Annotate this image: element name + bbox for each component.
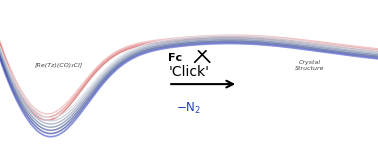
Text: Fc: Fc	[168, 53, 182, 63]
Text: Crystal
Structure: Crystal Structure	[295, 60, 325, 71]
Text: [Re(Tz)(CO)₃Cl]: [Re(Tz)(CO)₃Cl]	[34, 63, 83, 68]
Text: $-\mathrm{N_2}$: $-\mathrm{N_2}$	[176, 101, 201, 116]
Text: 'Click': 'Click'	[169, 65, 209, 79]
